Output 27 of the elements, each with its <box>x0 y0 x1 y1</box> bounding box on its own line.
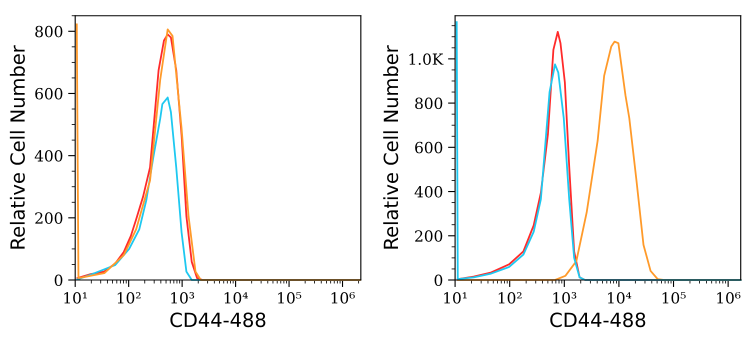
x-tick-label: 10⁵ <box>278 292 302 304</box>
x-tick-label: 10⁵ <box>662 292 686 304</box>
x-tick-label: 10⁴ <box>224 292 248 304</box>
y-tick-label: 1.0K <box>409 53 444 65</box>
y-tick-label: 0 <box>54 274 62 286</box>
y-axis-title: Relative Cell Number <box>10 45 25 249</box>
y-tick-label: 800 <box>35 26 62 38</box>
x-tick-label: 10² <box>118 292 140 304</box>
x-tick-label: 10⁶ <box>332 292 355 304</box>
y-axis-title: Relative Cell Number <box>383 45 398 249</box>
x-tick-label: 10² <box>498 292 522 304</box>
y-tick-label: 400 <box>34 150 62 162</box>
y-tick-label: 200 <box>35 212 62 224</box>
x-tick-label: 10⁶ <box>717 292 740 304</box>
x-tick-label: 10³ <box>553 292 576 304</box>
x-tick-label: 10⁴ <box>608 292 632 304</box>
x-tick-label: 10¹ <box>64 292 87 304</box>
y-tick-label: 800 <box>415 98 442 110</box>
x-axis-title: CD44-488 <box>550 312 646 328</box>
x-tick-label: 10¹ <box>444 292 467 304</box>
y-tick-label: 200 <box>415 230 442 242</box>
x-tick-label: 10³ <box>171 292 194 304</box>
x-axis-title: CD44-488 <box>170 312 266 328</box>
y-tick-label: 0 <box>434 274 442 286</box>
y-tick-label: 600 <box>415 142 442 154</box>
y-tick-label: 400 <box>414 186 442 198</box>
y-tick-label: 600 <box>35 88 62 100</box>
